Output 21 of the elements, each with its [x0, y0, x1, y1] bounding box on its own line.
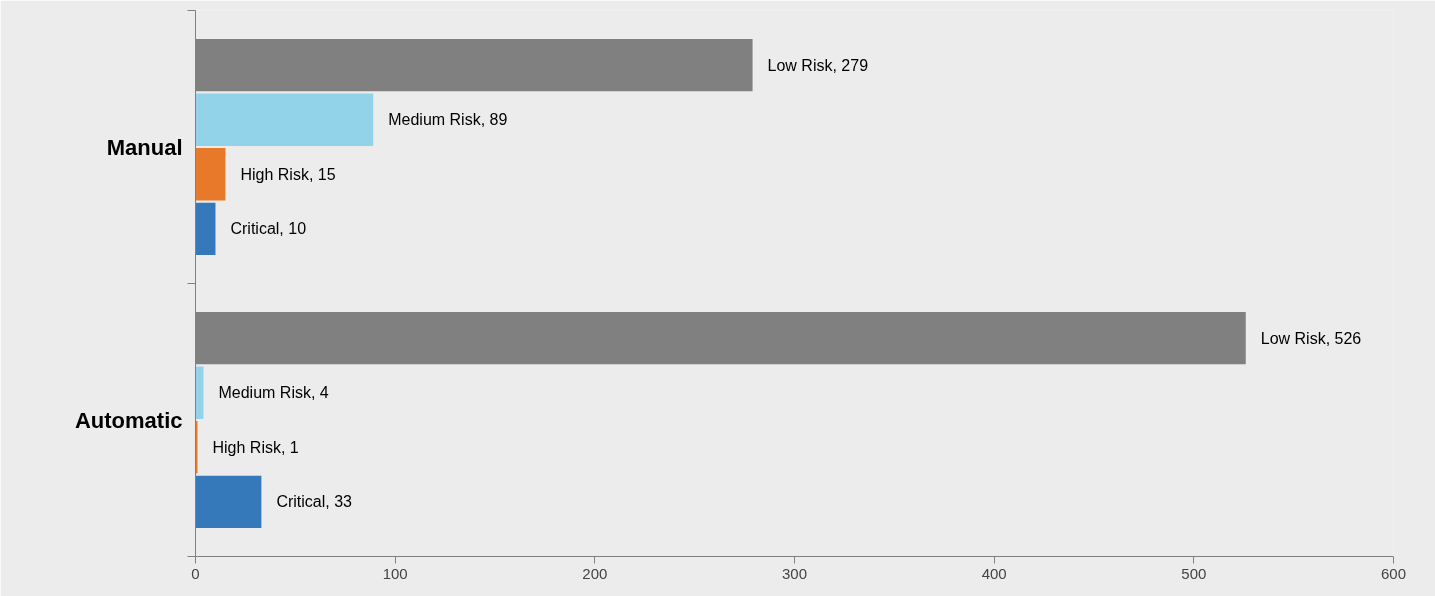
data-label: High Risk, 1: [212, 438, 299, 456]
bar: [195, 93, 374, 146]
x-tick-label: 300: [781, 564, 808, 582]
data-label: High Risk, 15: [240, 165, 336, 183]
data-label: Medium Risk, 4: [218, 384, 329, 402]
x-tick-label: 200: [582, 564, 608, 582]
data-label: Critical, 33: [276, 493, 353, 511]
data-label: Medium Risk, 89: [388, 111, 508, 129]
data-label: Low Risk, 526: [1260, 329, 1362, 347]
bar: [195, 148, 226, 201]
bar: [195, 202, 216, 256]
data-label: Low Risk, 279: [767, 56, 869, 74]
y-tick-label: Automatic: [74, 407, 183, 433]
x-tick-label: 500: [1181, 564, 1207, 582]
data-label: Critical, 10: [230, 220, 307, 238]
y-tick-label: Manual: [106, 134, 183, 160]
x-tick-label: 0: [191, 564, 200, 582]
bar: [195, 475, 262, 529]
x-tick-label: 100: [382, 564, 408, 582]
x-tick-label: 400: [981, 564, 1007, 582]
x-tick-label: 600: [1380, 564, 1407, 582]
